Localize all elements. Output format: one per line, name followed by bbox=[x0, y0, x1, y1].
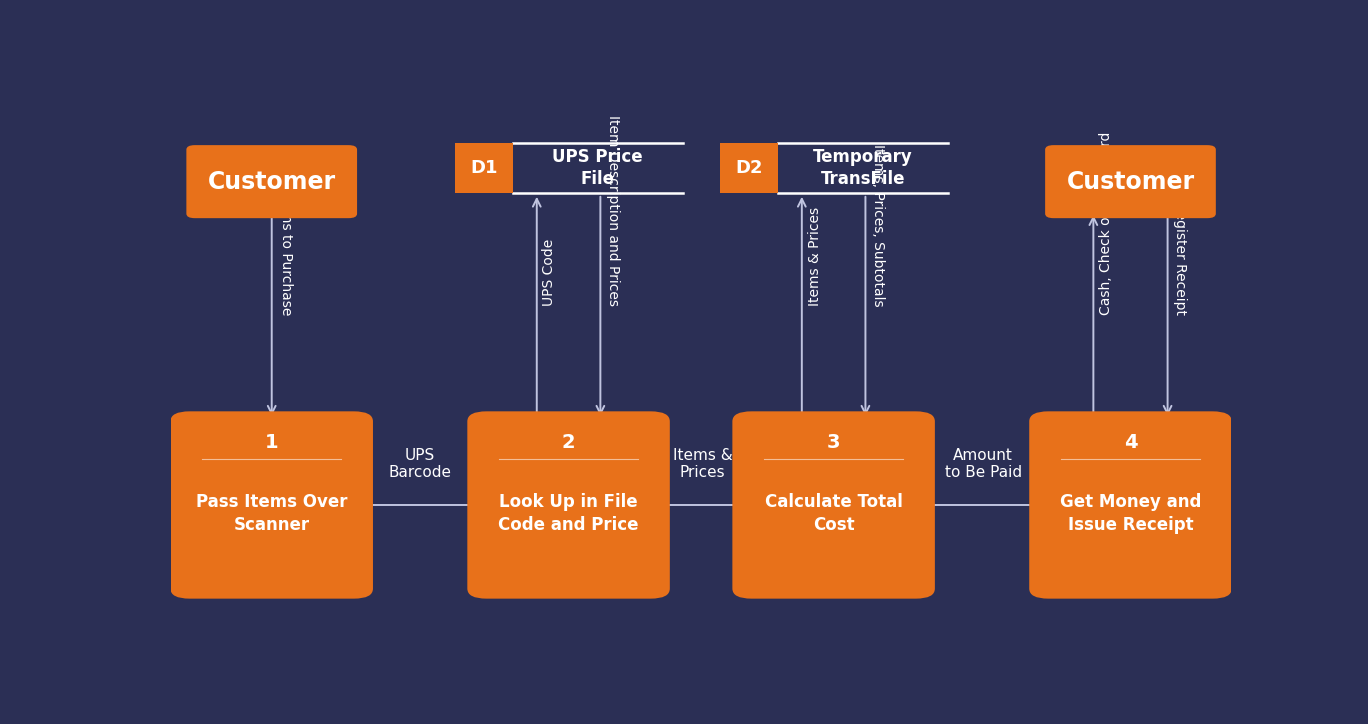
Text: Customer: Customer bbox=[208, 169, 335, 193]
FancyBboxPatch shape bbox=[732, 411, 934, 599]
Text: D1: D1 bbox=[471, 159, 498, 177]
Text: UPS Price
File: UPS Price File bbox=[553, 148, 643, 188]
Text: Temporary
TransFile: Temporary TransFile bbox=[813, 148, 912, 188]
Text: Amount
to Be Paid: Amount to Be Paid bbox=[944, 447, 1022, 480]
Text: UPS
Barcode: UPS Barcode bbox=[389, 447, 451, 480]
FancyBboxPatch shape bbox=[720, 143, 778, 193]
Text: D2: D2 bbox=[735, 159, 762, 177]
Text: Pass Items Over
Scanner: Pass Items Over Scanner bbox=[196, 492, 347, 534]
Text: Items, Prices, Subtotals: Items, Prices, Subtotals bbox=[871, 143, 885, 306]
Text: Item Description and Prices: Item Description and Prices bbox=[606, 115, 620, 306]
Text: Look Up in File
Code and Price: Look Up in File Code and Price bbox=[498, 492, 639, 534]
FancyBboxPatch shape bbox=[468, 411, 670, 599]
FancyBboxPatch shape bbox=[171, 411, 373, 599]
FancyBboxPatch shape bbox=[1029, 411, 1231, 599]
Text: Customer: Customer bbox=[1067, 169, 1194, 193]
Text: Get Money and
Issue Receipt: Get Money and Issue Receipt bbox=[1060, 492, 1201, 534]
Text: Cash Register Receipt: Cash Register Receipt bbox=[1174, 164, 1187, 316]
FancyBboxPatch shape bbox=[186, 145, 357, 218]
Text: 1: 1 bbox=[265, 433, 279, 452]
FancyBboxPatch shape bbox=[454, 143, 513, 193]
Text: Items & Prices: Items & Prices bbox=[807, 207, 822, 306]
Text: Items to Purchase: Items to Purchase bbox=[279, 191, 293, 316]
FancyBboxPatch shape bbox=[1045, 145, 1216, 218]
Text: 4: 4 bbox=[1123, 433, 1137, 452]
Text: 2: 2 bbox=[562, 433, 576, 452]
Text: Calculate Total
Cost: Calculate Total Cost bbox=[765, 492, 903, 534]
Text: Cash, Check or Debit Card: Cash, Check or Debit Card bbox=[1099, 132, 1114, 316]
Text: 3: 3 bbox=[826, 433, 840, 452]
Text: Items &
Prices: Items & Prices bbox=[673, 447, 733, 480]
Text: UPS Code: UPS Code bbox=[543, 239, 557, 306]
